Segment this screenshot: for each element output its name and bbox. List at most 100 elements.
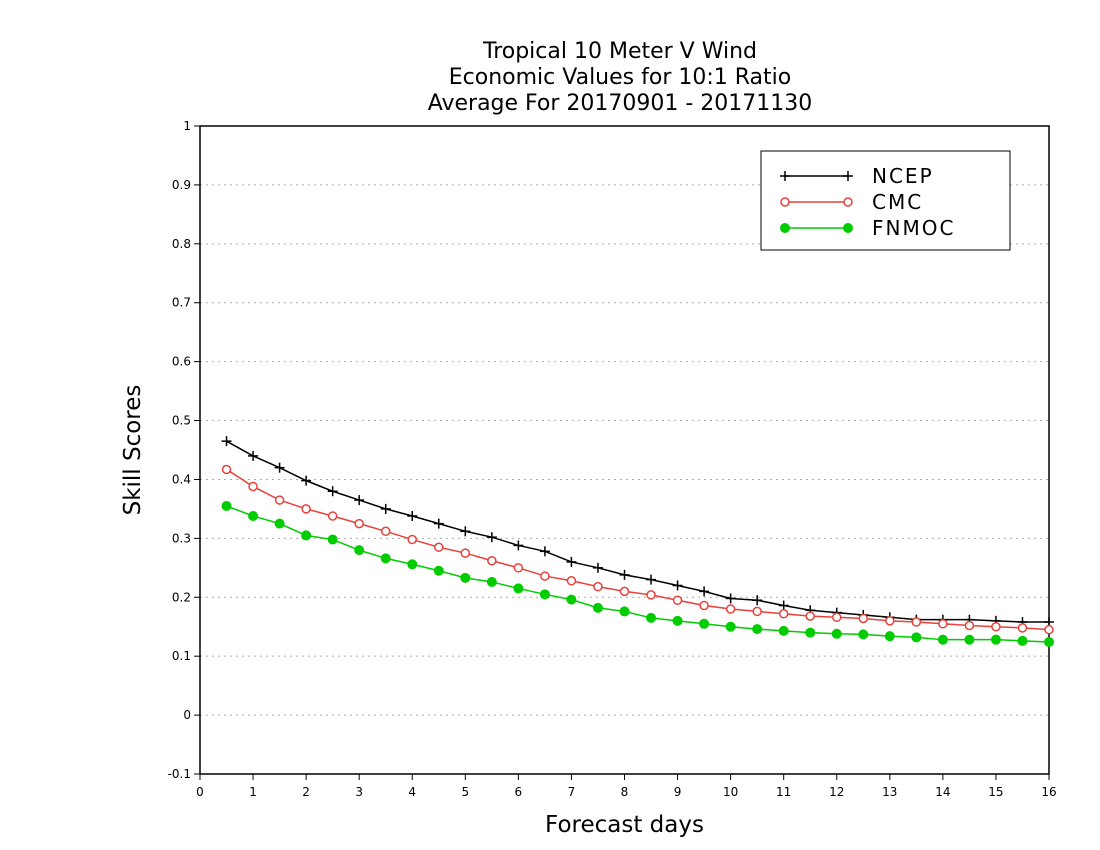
- x-tick-label: 8: [621, 785, 629, 799]
- data-point: [858, 613, 869, 624]
- data-point: [407, 510, 418, 521]
- title-line: Average For 20170901 - 20171130: [428, 91, 813, 116]
- data-point: [991, 621, 1001, 632]
- data-point: [248, 510, 259, 521]
- y-tick-label: 0.4: [172, 472, 191, 486]
- x-tick-label: 14: [935, 785, 950, 799]
- data-point: [964, 634, 975, 645]
- data-point: [486, 532, 497, 543]
- data-point: [778, 625, 789, 636]
- data-point: [327, 534, 338, 545]
- y-tick-label: 0.9: [172, 178, 191, 192]
- data-point: [274, 495, 285, 505]
- data-point: [1044, 637, 1054, 648]
- data-point: [619, 569, 630, 580]
- data-point: [778, 600, 789, 611]
- data-point: [646, 590, 656, 600]
- data-point: [884, 631, 895, 642]
- data-point: [752, 595, 763, 606]
- data-point: [380, 553, 391, 564]
- data-point: [460, 548, 471, 558]
- x-tick-label: 3: [355, 785, 363, 799]
- data-point: [327, 486, 338, 497]
- data-point: [805, 611, 815, 621]
- y-tick-label: -0.1: [168, 767, 191, 781]
- x-tick-label: 7: [568, 785, 576, 799]
- legend-marker: [843, 171, 853, 181]
- data-point: [964, 620, 975, 631]
- series-ncep: [221, 436, 1054, 628]
- data-point: [911, 632, 922, 643]
- x-tick-label: 12: [829, 785, 844, 799]
- data-point: [433, 565, 444, 576]
- data-point: [990, 634, 1001, 645]
- data-point: [513, 583, 524, 594]
- x-tick-label: 10: [723, 785, 738, 799]
- data-point: [832, 612, 842, 623]
- data-point: [301, 530, 312, 541]
- data-point: [327, 511, 338, 521]
- legend-marker: [780, 197, 790, 207]
- data-point: [221, 436, 232, 447]
- data-point: [248, 481, 258, 492]
- data-point: [221, 464, 232, 475]
- y-tick-label: 0.6: [172, 355, 191, 369]
- x-tick-label: 2: [302, 785, 310, 799]
- grid: [200, 184, 1049, 716]
- data-point: [778, 609, 789, 619]
- x-tick-label: 16: [1041, 785, 1056, 799]
- x-tick-label: 6: [515, 785, 523, 799]
- data-point: [725, 621, 736, 632]
- data-point: [433, 518, 444, 529]
- legend-item-cmc: CMC: [780, 190, 923, 214]
- y-tick-label: 1: [183, 119, 191, 133]
- x-tick-label: 11: [776, 785, 791, 799]
- data-point: [513, 563, 524, 573]
- data-point: [540, 571, 550, 581]
- data-point: [752, 606, 762, 617]
- data-point: [699, 586, 710, 597]
- x-axis: 0 1 2 3 4 5 6 7 8 9 10 11 12 13 14 15 16: [196, 774, 1057, 799]
- x-tick-label: 13: [882, 785, 897, 799]
- series-line: [226, 505, 1050, 643]
- data-point: [539, 589, 550, 600]
- y-axis-label: Skill Scores: [120, 385, 146, 516]
- legend-item-fnmoc: FNMOC: [780, 216, 955, 240]
- x-tick-label: 5: [461, 785, 469, 799]
- legend-label: CMC: [872, 190, 923, 214]
- data-point: [672, 595, 683, 605]
- series-fnmoc: [221, 500, 1054, 648]
- data-point: [221, 500, 232, 511]
- legend-marker: [843, 223, 853, 233]
- data-point: [274, 462, 285, 473]
- data-point: [938, 619, 948, 629]
- legend-box: [760, 150, 1011, 251]
- legend-item-ncep: NCEP: [780, 164, 932, 188]
- data-point: [380, 526, 391, 537]
- data-point: [1017, 623, 1028, 633]
- data-point: [752, 624, 763, 635]
- data-point: [434, 542, 444, 552]
- data-point: [274, 518, 285, 529]
- data-point: [407, 534, 417, 545]
- series: [221, 436, 1054, 648]
- data-point: [380, 503, 391, 514]
- data-point: [1044, 624, 1054, 635]
- legend-label: FNMOC: [872, 216, 955, 240]
- y-tick-label: 0.2: [172, 590, 191, 604]
- data-point: [513, 540, 524, 551]
- y-tick-label: 0.7: [172, 296, 191, 310]
- series-line: [226, 440, 1049, 623]
- data-point: [487, 555, 497, 566]
- x-tick-label: 9: [674, 785, 682, 799]
- data-point: [725, 593, 736, 604]
- title-line: Economic Values for 10:1 Ratio: [449, 65, 791, 90]
- data-point: [672, 615, 683, 626]
- data-point: [858, 629, 869, 640]
- data-point: [566, 576, 577, 586]
- legend-marker: [780, 223, 790, 233]
- data-point: [354, 495, 365, 506]
- data-point: [592, 562, 603, 573]
